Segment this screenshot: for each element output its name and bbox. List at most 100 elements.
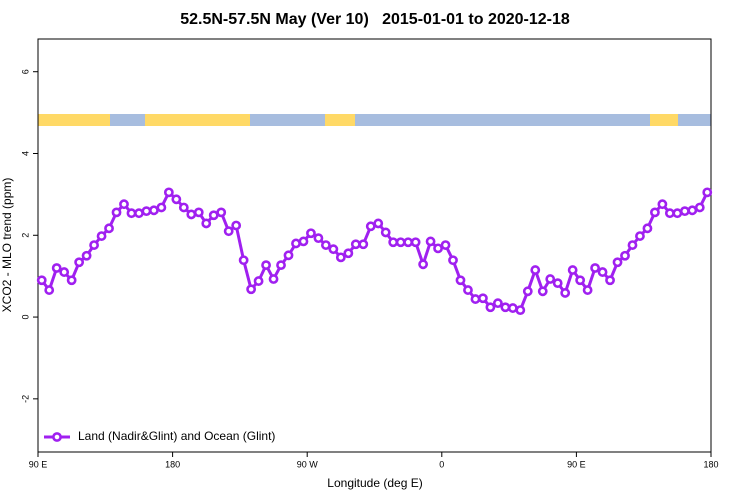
- data-point: [552, 278, 563, 289]
- data-point: [463, 285, 473, 295]
- data-point: [163, 187, 174, 198]
- land-strip: [650, 114, 678, 126]
- y-tick-label: 4: [20, 151, 30, 156]
- data-point: [478, 293, 488, 304]
- data-point: [104, 223, 114, 234]
- land-ocean-band: [38, 114, 711, 126]
- legend-label: Land (Nadir&Glint) and Ocean (Glint): [78, 429, 275, 443]
- data-point: [380, 227, 391, 238]
- data-point: [694, 202, 705, 213]
- data-point: [507, 303, 518, 313]
- data-point: [186, 209, 197, 220]
- data-point: [238, 255, 249, 266]
- y-tick-label: 0: [20, 315, 30, 320]
- y-axis-label: XCO2 - MLO trend (ppm): [0, 178, 14, 313]
- data-point: [306, 228, 316, 239]
- data-point: [530, 265, 541, 275]
- land-strip: [325, 114, 355, 126]
- ocean-strip: [678, 114, 711, 126]
- data-point: [343, 248, 354, 259]
- data-point: [485, 302, 496, 313]
- data-point: [455, 275, 466, 286]
- data-point: [567, 265, 578, 275]
- data-point: [96, 231, 107, 241]
- data-point: [81, 250, 92, 261]
- data-point: [492, 298, 503, 309]
- data-point: [672, 208, 683, 219]
- data-point: [89, 240, 99, 250]
- data-point: [66, 275, 77, 286]
- data-point: [582, 285, 593, 295]
- data-point: [440, 240, 451, 250]
- data-point: [373, 218, 384, 229]
- y-tick-label: 6: [20, 69, 30, 74]
- data-point: [433, 243, 443, 254]
- data-point: [410, 237, 421, 248]
- data-point: [664, 208, 675, 219]
- data-point: [223, 226, 234, 237]
- data-point: [597, 267, 608, 277]
- data-point: [51, 263, 62, 273]
- x-tick-label: 90 E: [29, 459, 48, 469]
- data-point: [320, 240, 331, 250]
- data-point: [650, 207, 660, 218]
- data-point: [679, 206, 690, 217]
- x-tick-label: 0: [439, 459, 444, 469]
- data-point: [500, 302, 511, 313]
- plot-frame: [37, 38, 712, 453]
- data-point: [358, 239, 369, 250]
- chart-title: 52.5N-57.5N May (Ver 10) 2015-01-01 to 2…: [180, 11, 570, 28]
- data-point: [702, 187, 713, 198]
- data-point: [268, 274, 279, 284]
- data-point: [418, 259, 429, 270]
- x-tick-label: 180: [165, 459, 180, 469]
- legend: Land (Nadir&Glint) and Ocean (Glint): [44, 429, 275, 443]
- data-point: [59, 267, 70, 277]
- data-point: [605, 275, 615, 286]
- data-point: [612, 257, 623, 268]
- data-point: [171, 194, 182, 205]
- data-point: [253, 276, 264, 286]
- data-point: [193, 207, 204, 218]
- data-point: [657, 199, 668, 210]
- data-point: [470, 294, 481, 304]
- data-point: [36, 275, 47, 286]
- data-point: [425, 236, 436, 247]
- y-tick-label: 2: [20, 233, 30, 238]
- data-point: [246, 284, 257, 295]
- data-point: [291, 238, 301, 249]
- data-point: [74, 257, 85, 268]
- data-point: [126, 208, 137, 219]
- data-point: [537, 286, 548, 297]
- data-point: [687, 205, 698, 216]
- data-point: [283, 250, 294, 261]
- data-point: [298, 236, 309, 247]
- data-point: [134, 208, 144, 219]
- data-point: [575, 275, 586, 286]
- data-point: [231, 220, 242, 231]
- x-tick-label: 180: [703, 459, 718, 469]
- data-point: [395, 237, 406, 248]
- land-strip: [38, 114, 110, 126]
- data-point: [620, 250, 630, 261]
- legend-marker: [52, 432, 62, 442]
- data-point: [515, 305, 526, 316]
- data-point: [178, 202, 189, 213]
- data-point: [560, 288, 571, 298]
- land-strip: [145, 114, 250, 126]
- ocean-strip: [250, 114, 325, 126]
- ocean-strip: [110, 114, 145, 126]
- data-point: [149, 205, 159, 216]
- data-point: [522, 286, 533, 297]
- data-point: [388, 237, 399, 248]
- data-point: [119, 199, 129, 210]
- data-point: [156, 202, 167, 213]
- ocean-strip: [355, 114, 650, 126]
- data-point: [208, 210, 219, 221]
- data-point: [141, 206, 152, 217]
- data-point: [313, 233, 324, 244]
- x-tick-label: 90 W: [297, 459, 319, 469]
- data-point: [276, 260, 286, 271]
